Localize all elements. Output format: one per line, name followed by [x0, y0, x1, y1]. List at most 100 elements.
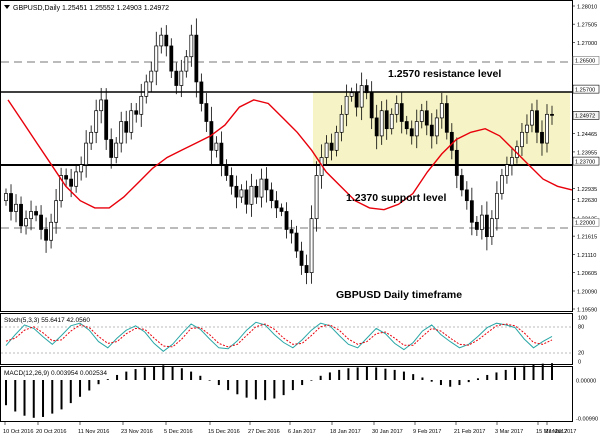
candle-body — [369, 92, 374, 119]
macd-bar — [421, 377, 424, 380]
candle-body — [84, 142, 89, 166]
stoch-main-line — [5, 321, 553, 352]
macd-bar — [467, 380, 470, 383]
candle-body — [139, 95, 144, 115]
macd-bar — [171, 366, 174, 380]
price-level-tag-label: 1.24972 — [575, 114, 595, 120]
macd-bar — [393, 369, 396, 380]
candle-body — [324, 142, 329, 158]
candle-body — [94, 110, 99, 133]
macd-histogram — [5, 363, 553, 418]
candle-body — [179, 70, 184, 86]
macd-bar — [513, 367, 516, 380]
resistance-label: 1.2570 resistance level — [388, 68, 501, 80]
candle-body — [299, 250, 304, 266]
candle-body — [19, 203, 23, 227]
candle-body — [184, 56, 189, 72]
price-tick-label: 1.20090 — [577, 290, 597, 296]
candle-body — [164, 34, 169, 47]
macd-bar — [301, 380, 304, 386]
price-tick-label: 1.22935 — [577, 187, 597, 193]
macd-bar — [60, 380, 63, 410]
candle-body — [354, 92, 359, 108]
price-tick-label: 1.23955 — [577, 150, 597, 156]
candle-body — [419, 110, 424, 122]
candle-body — [464, 189, 469, 202]
candle-body — [34, 211, 38, 216]
macd-bar — [32, 380, 35, 418]
candle-body — [49, 221, 53, 241]
candle-body — [249, 185, 254, 205]
price-tick-label: 1.22630 — [577, 198, 597, 204]
price-level-tag — [572, 84, 600, 94]
time-tick-label: 10 Oct 2016 — [3, 429, 33, 435]
candle-body — [439, 103, 444, 119]
candle-body — [224, 164, 229, 176]
price-tick-label: 1.20605 — [577, 271, 597, 277]
candle-body — [510, 157, 514, 166]
time-tick-label: 15 Mar 2017 — [536, 429, 567, 435]
time-tick-label: 11 Nov 2016 — [78, 429, 109, 435]
macd-bar — [5, 380, 7, 406]
macd-bar — [449, 380, 452, 387]
candle-body — [159, 34, 164, 47]
main-header: GBPUSD,Daily 1.25451 1.25552 1.24903 1.2… — [13, 5, 169, 12]
candle-body — [394, 103, 399, 115]
symbol-dropdown-icon[interactable] — [4, 5, 10, 9]
candle-body — [409, 128, 414, 137]
macd-bar — [69, 380, 72, 404]
price-tick-label: 1.28010 — [577, 5, 597, 11]
candle-body — [134, 110, 139, 115]
candle-body — [144, 81, 149, 97]
macd-bar — [180, 368, 183, 380]
candle-body — [545, 113, 549, 144]
macd-bar — [356, 367, 359, 380]
price-level-tag-label: 1.22000 — [575, 221, 595, 227]
candle-body — [454, 149, 459, 176]
candle-body — [359, 85, 364, 108]
candle-body — [109, 139, 114, 158]
candle-body — [14, 203, 18, 212]
stoch-signal-line — [5, 323, 553, 348]
macd-bar — [439, 380, 442, 386]
candle-body — [64, 175, 69, 180]
price-tick-label: 1.27505 — [577, 23, 597, 29]
candle-body — [254, 185, 259, 198]
time-tick-label: 20 Oct 2016 — [36, 429, 66, 435]
time-tick-label: 18 Jan 2017 — [330, 429, 361, 435]
time-tick-label: 3 Mar 2017 — [495, 429, 523, 435]
macd-pane[interactable] — [0, 366, 573, 422]
price-level-tag — [572, 111, 600, 120]
macd-bar — [551, 363, 553, 380]
macd-bar — [310, 380, 313, 381]
candle-body — [114, 142, 119, 158]
macd-bar — [14, 380, 17, 412]
candle-body — [424, 110, 429, 126]
candle-body — [334, 131, 339, 151]
macd-bar — [116, 374, 119, 380]
candle-body — [449, 131, 454, 151]
candle-body — [274, 200, 279, 209]
candle-body — [124, 121, 129, 133]
candle-body — [174, 70, 179, 86]
macd-bar — [282, 380, 285, 396]
macd-bar — [97, 380, 100, 385]
candle-body — [264, 178, 269, 191]
candle-body — [59, 175, 64, 202]
candle-body — [329, 142, 334, 151]
macd-bar — [217, 380, 220, 386]
candle-body — [269, 189, 274, 202]
macd-header: MACD(12,26,9) 0.003954 0.002534 — [4, 370, 107, 377]
candle-body — [414, 121, 419, 137]
support-label: 1.2370 support level — [346, 192, 446, 204]
price-level-tag — [572, 156, 600, 166]
stoch-tick-label: 20 — [578, 351, 584, 357]
candle-body — [500, 175, 504, 194]
candle-body — [154, 45, 159, 72]
price-axis: 1.28010 1.27505 1.27000 1.24465 1.23955 1.229… — [572, 5, 600, 314]
time-axis: 10 Oct 2016 20 Oct 2016 11 Nov 2016 23 Nov … — [3, 422, 576, 435]
candle-body — [339, 113, 344, 133]
macd-bar — [402, 371, 405, 380]
candle-body — [349, 92, 354, 97]
